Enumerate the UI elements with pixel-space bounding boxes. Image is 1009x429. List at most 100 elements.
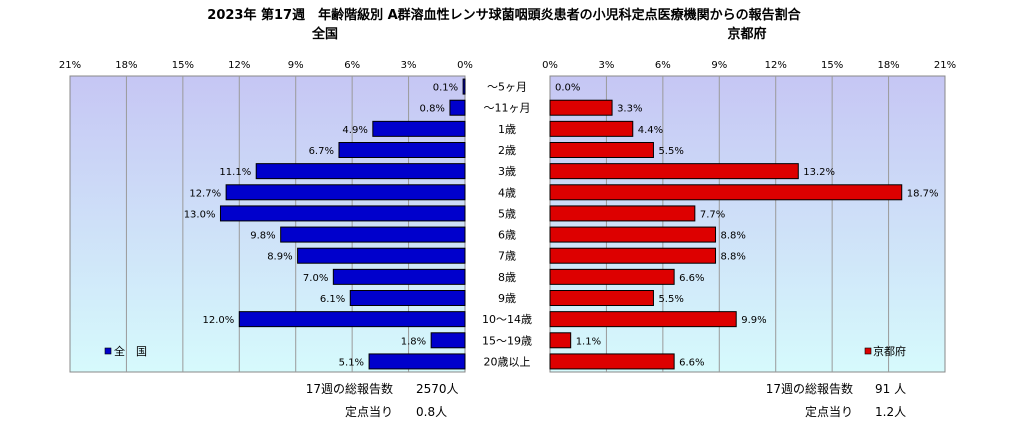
right-value-label: 5.5% (658, 294, 683, 305)
left-tick-label: 15% (172, 60, 194, 71)
left-bar (430, 332, 466, 349)
left-bar (338, 142, 466, 158)
left-value-label: 12.7% (189, 188, 221, 199)
right-plot-area (549, 75, 946, 373)
left-value-label: 0.1% (433, 83, 458, 94)
category-label: 9歳 (498, 292, 516, 305)
left-bar (219, 205, 466, 222)
left-bar (332, 268, 466, 285)
category-label: 6歳 (498, 229, 516, 242)
chart-title: 2023年 第17週 年齢階級別 A群溶血性レンサ球菌咽頭炎患者の小児科定点医療… (207, 7, 801, 23)
right-bar (549, 142, 654, 158)
left-per-label: 定点当り (345, 404, 393, 419)
right-tick-label: 21% (934, 60, 956, 71)
legend-swatch-right (864, 347, 872, 355)
right-total-value: 91 人 (875, 382, 906, 396)
category-label: 15～19歳 (482, 334, 532, 347)
right-bar (549, 184, 903, 201)
right-panel-subtitle: 京都府 (727, 26, 766, 42)
right-value-label: 6.6% (679, 273, 704, 284)
left-value-label: 4.9% (342, 125, 367, 136)
right-bar (549, 205, 696, 222)
right-value-label: 18.7% (907, 188, 939, 199)
category-label: 5歳 (498, 207, 516, 220)
right-value-label: 13.2% (803, 167, 835, 178)
right-value-label: 3.3% (617, 104, 642, 115)
category-label: ～11ヶ月 (484, 102, 531, 115)
right-tick-label: 6% (655, 60, 671, 71)
left-value-label: 6.7% (309, 146, 334, 157)
right-per-value: 1.2人 (875, 405, 906, 419)
left-bar (280, 226, 466, 243)
category-label: 8歳 (498, 271, 516, 284)
left-tick-label: 21% (59, 60, 81, 71)
left-value-label: 6.1% (320, 294, 345, 305)
left-tick-label: 18% (115, 60, 137, 71)
right-tick-label: 15% (821, 60, 843, 71)
left-bar (349, 290, 466, 306)
legend-label-left: 全 国 (114, 344, 147, 358)
right-tick-label: 12% (765, 60, 787, 71)
left-plot-area (69, 75, 466, 373)
category-label: 10～14歳 (482, 313, 532, 326)
right-bar (549, 99, 613, 116)
left-bar (225, 184, 466, 201)
left-bar (449, 99, 466, 116)
left-tick-label: 3% (401, 60, 417, 71)
category-label: ～5ヶ月 (487, 81, 527, 94)
right-bar (549, 311, 737, 328)
left-panel-subtitle: 全国 (311, 26, 338, 42)
left-value-label: 9.8% (250, 231, 275, 242)
right-tick-label: 3% (598, 60, 614, 71)
legend-swatch-left (104, 347, 112, 355)
category-label: 4歳 (498, 186, 516, 199)
right-tick-label: 18% (877, 60, 899, 71)
legend-label-right: 京都府 (873, 344, 906, 358)
left-tick-label: 12% (228, 60, 250, 71)
right-tick-label: 0% (542, 60, 558, 71)
left-value-label: 8.9% (267, 252, 292, 263)
left-bar (255, 163, 466, 180)
category-label: 1歳 (498, 123, 516, 136)
left-value-label: 11.1% (219, 167, 251, 178)
right-bar (549, 353, 675, 370)
right-bar (549, 290, 654, 306)
category-label: 7歳 (498, 250, 516, 263)
category-label: 3歳 (498, 165, 516, 178)
left-bar (368, 353, 466, 370)
right-bar (549, 247, 717, 264)
left-total-label: 17週の総報告数 (306, 381, 393, 396)
left-bar (372, 120, 466, 137)
left-bar (238, 311, 466, 328)
right-bar (549, 163, 799, 180)
left-value-label: 5.1% (339, 357, 364, 368)
left-per-value: 0.8人 (416, 405, 447, 419)
category-label: 2歳 (498, 144, 516, 157)
right-value-label: 6.6% (679, 357, 704, 368)
left-value-label: 0.8% (420, 104, 445, 115)
left-value-label: 7.0% (303, 273, 328, 284)
left-value-label: 1.8% (401, 336, 426, 347)
right-value-label: 9.9% (741, 315, 766, 326)
right-tick-label: 9% (711, 60, 727, 71)
left-tick-label: 6% (344, 60, 360, 71)
right-total-label: 17週の総報告数 (766, 381, 853, 396)
left-total-value: 2570人 (416, 382, 459, 396)
left-value-label: 12.0% (203, 315, 235, 326)
left-value-label: 13.0% (184, 209, 216, 220)
right-value-label: 8.8% (721, 231, 746, 242)
right-per-label: 定点当り (805, 404, 853, 419)
right-value-label: 5.5% (658, 146, 683, 157)
right-bar (549, 332, 572, 349)
right-bar (549, 120, 634, 137)
right-value-label: 4.4% (638, 125, 663, 136)
right-value-label: 0.0% (555, 83, 580, 94)
right-value-label: 1.1% (576, 336, 601, 347)
left-bar (462, 78, 466, 95)
left-bar (297, 247, 466, 264)
right-value-label: 7.7% (700, 209, 725, 220)
category-label: 20歳以上 (484, 355, 531, 368)
left-tick-label: 0% (457, 60, 473, 71)
right-value-label: 8.8% (721, 252, 746, 263)
